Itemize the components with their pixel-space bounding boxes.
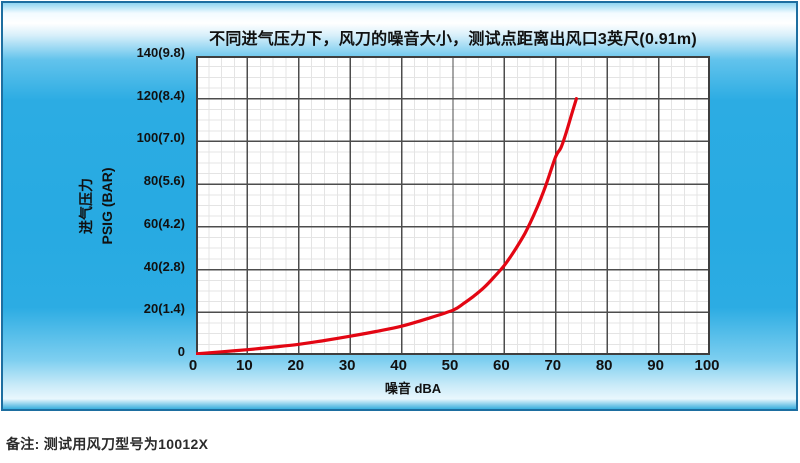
y-tick-label: 80(5.6): [143, 173, 185, 189]
y-axis-title-line1: 进气压力: [78, 178, 94, 234]
y-tick-label: 100(7.0): [136, 130, 185, 146]
x-tick-label: 10: [236, 357, 253, 374]
x-tick-label: 70: [544, 357, 562, 374]
x-tick-label: 40: [390, 357, 407, 374]
noise-pressure-curve: [196, 97, 578, 355]
chart-panel: 不同进气压力下，风刀的噪音大小，测试点距离出风口3英尺(0.91m) 进气压力 …: [1, 1, 798, 411]
y-tick-label: 20(1.4): [143, 301, 185, 317]
chart-canvas: [196, 56, 710, 355]
x-tick-label: 50: [441, 357, 459, 374]
plot-border: [196, 56, 710, 355]
y-tick-label: 0: [177, 344, 185, 359]
chart-plot-area: [196, 56, 710, 355]
x-tick-label: 60: [493, 357, 510, 374]
y-tick-label: 40(2.8): [143, 258, 185, 274]
footnote-text: 备注: 测试用风刀型号为10012X: [6, 436, 209, 452]
y-tick-label: 140(9.8): [136, 45, 185, 60]
chart-title: 不同进气压力下，风刀的噪音大小，测试点距离出风口3英尺(0.91m): [209, 31, 697, 48]
x-tick-label: 100: [694, 357, 720, 374]
x-tick-label: 20: [287, 357, 305, 374]
y-tick-label: 60(4.2): [143, 215, 185, 231]
x-tick-label: 80: [595, 357, 613, 374]
x-tick-label: 90: [647, 357, 664, 374]
x-axis-title: 噪音 dBA: [384, 381, 442, 396]
y-tick-label: 120(8.4): [136, 87, 185, 103]
x-tick-label: 0: [188, 357, 198, 374]
x-tick-label: 30: [338, 357, 356, 374]
